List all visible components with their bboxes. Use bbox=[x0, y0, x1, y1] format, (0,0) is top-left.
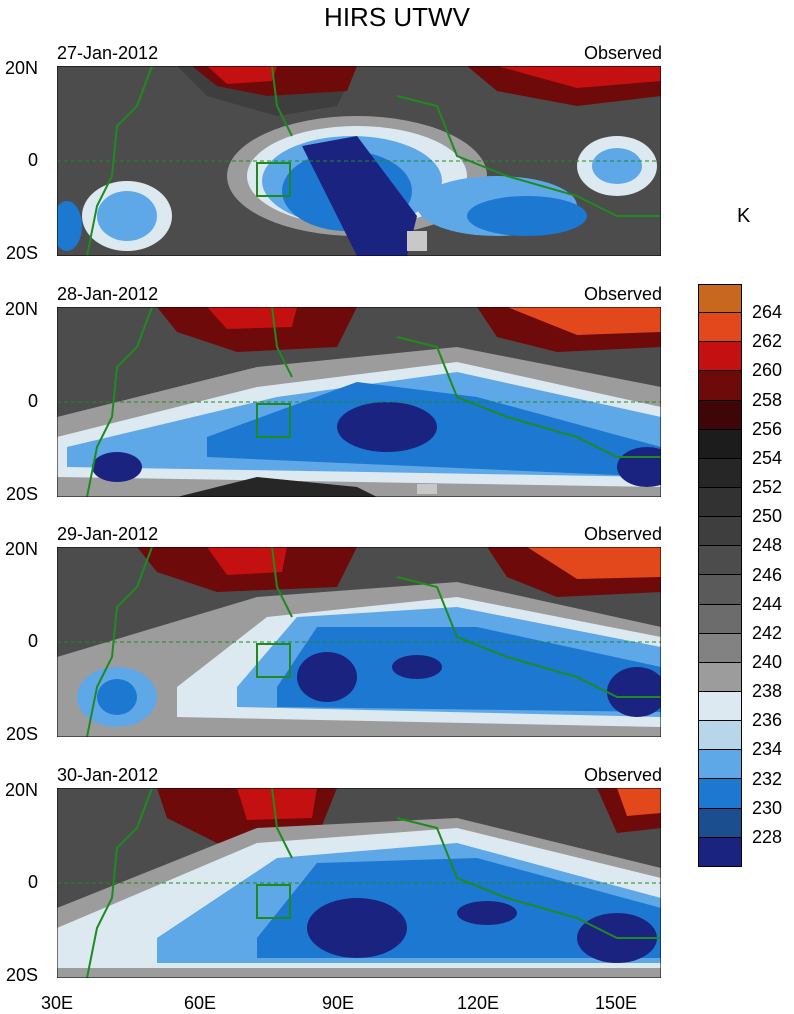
colorbar-level-label: 252 bbox=[752, 477, 783, 498]
lat-label-0: 0 bbox=[27, 872, 38, 892]
lon-label-30e: 30E bbox=[40, 993, 74, 1013]
colorbar-swatch bbox=[698, 342, 742, 372]
lat-label-20s: 20S bbox=[5, 243, 38, 263]
colorbar-swatch bbox=[698, 837, 742, 867]
colorbar-swatch bbox=[698, 487, 742, 518]
map-panel-1: 27-Jan-2012 Observed 20N 0 20S bbox=[0, 43, 700, 286]
colorbar-level-label: 248 bbox=[752, 535, 783, 556]
lat-label-20s: 20S bbox=[5, 724, 38, 744]
colorbar-swatch bbox=[698, 575, 742, 605]
colorbar-swatch bbox=[698, 604, 742, 634]
lat-label-20s: 20S bbox=[5, 484, 38, 504]
colorbar-unit: K bbox=[737, 205, 751, 227]
colorbar-level-label: 228 bbox=[752, 826, 783, 847]
lat-label-20s: 20S bbox=[5, 965, 38, 985]
colorbar-level-label: 254 bbox=[752, 447, 783, 468]
panel-date: 29-Jan-2012 bbox=[57, 524, 159, 544]
colorbar-level-label: 230 bbox=[752, 797, 783, 818]
contour-map bbox=[57, 307, 661, 497]
colorbar-swatch bbox=[698, 546, 742, 576]
colorbar-level-label: 232 bbox=[752, 768, 783, 789]
panel-label: Observed bbox=[583, 765, 662, 785]
colorbar-level-label: 242 bbox=[752, 622, 783, 643]
lat-label-0: 0 bbox=[27, 391, 38, 411]
lat-label-20n: 20N bbox=[4, 299, 38, 319]
colorbar-swatch bbox=[698, 313, 742, 343]
colorbar-level-label: 240 bbox=[752, 651, 783, 672]
lat-label-20n: 20N bbox=[4, 58, 38, 78]
colorbar-swatch bbox=[698, 458, 742, 488]
map-panel-3: 29-Jan-2012 Observed 20N 0 20S bbox=[0, 524, 700, 767]
lat-label-20n: 20N bbox=[4, 780, 38, 800]
contour-map bbox=[57, 547, 661, 737]
lat-label-20n: 20N bbox=[4, 539, 38, 559]
colorbar-level-label: 244 bbox=[752, 593, 783, 614]
colorbar-swatch bbox=[698, 633, 742, 663]
figure-title: HIRS UTWV bbox=[324, 2, 470, 32]
colorbar-level-label: 256 bbox=[752, 418, 783, 439]
panel-date: 30-Jan-2012 bbox=[57, 765, 159, 785]
colorbar-swatch bbox=[698, 284, 742, 314]
colorbar-level-label: 262 bbox=[752, 331, 783, 352]
colorbar-level-label: 264 bbox=[752, 302, 783, 323]
panel-date: 28-Jan-2012 bbox=[57, 284, 159, 304]
lon-label-120e: 120E bbox=[456, 993, 500, 1013]
map-panel-2: 28-Jan-2012 Observed 20N 0 20S bbox=[0, 284, 700, 527]
panel-label: Observed bbox=[583, 284, 662, 304]
colorbar-level-label: 258 bbox=[752, 389, 783, 410]
lon-label-90e: 90E bbox=[321, 993, 355, 1013]
colorbar-swatch bbox=[698, 400, 742, 430]
colorbar-level-label: 238 bbox=[752, 681, 783, 702]
map-panel-4: 30-Jan-2012 Observed 20N 0 20S bbox=[0, 765, 700, 1008]
colorbar-level-label: 234 bbox=[752, 739, 783, 760]
colorbar-swatch bbox=[698, 371, 742, 401]
colorbar-swatch bbox=[698, 808, 742, 838]
colorbar-swatch bbox=[698, 721, 742, 751]
panel-label: Observed bbox=[583, 524, 662, 544]
colorbar-level-label: 260 bbox=[752, 360, 783, 381]
colorbar-swatch bbox=[698, 691, 742, 722]
lon-label-60e: 60E bbox=[183, 993, 217, 1013]
contour-map bbox=[57, 788, 661, 978]
colorbar bbox=[698, 284, 742, 867]
lat-label-0: 0 bbox=[27, 631, 38, 651]
contour-map bbox=[57, 66, 661, 256]
colorbar-swatch bbox=[698, 517, 742, 547]
colorbar-level-label: 250 bbox=[752, 506, 783, 527]
lon-label-150e: 150E bbox=[594, 993, 638, 1013]
lat-label-0: 0 bbox=[27, 150, 38, 170]
colorbar-swatch bbox=[698, 429, 742, 459]
colorbar-swatch bbox=[698, 779, 742, 809]
colorbar-swatch bbox=[698, 750, 742, 780]
panel-label: Observed bbox=[583, 43, 662, 63]
colorbar-swatch bbox=[698, 662, 742, 692]
colorbar-level-label: 246 bbox=[752, 564, 783, 585]
panel-date: 27-Jan-2012 bbox=[57, 43, 159, 63]
colorbar-level-label: 236 bbox=[752, 710, 783, 731]
